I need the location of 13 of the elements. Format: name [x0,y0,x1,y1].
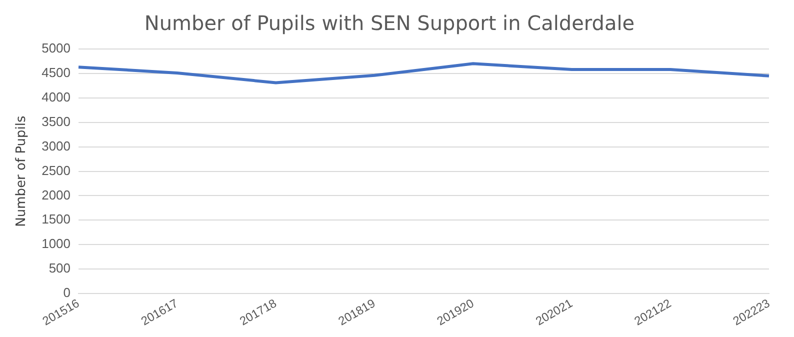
y-axis-title: Number of Pupils [14,115,30,227]
y-tick-label: 4000 [42,89,71,104]
y-tick-label: 3000 [42,138,71,154]
chart-title: Number of Pupils with SEN Support in Calderdale [144,11,635,36]
y-tick-label: 3500 [42,114,71,129]
y-tick-label: 2500 [42,162,71,178]
y-tick-label: 500 [48,260,71,276]
y-tick-label: 1500 [42,212,71,227]
y-tick-label: 2000 [42,187,71,202]
y-tick-label: 0 [63,285,71,300]
y-tick-label: 4500 [42,65,71,80]
y-tick-label: 1000 [42,236,71,252]
y-tick-label: 5000 [42,40,71,56]
